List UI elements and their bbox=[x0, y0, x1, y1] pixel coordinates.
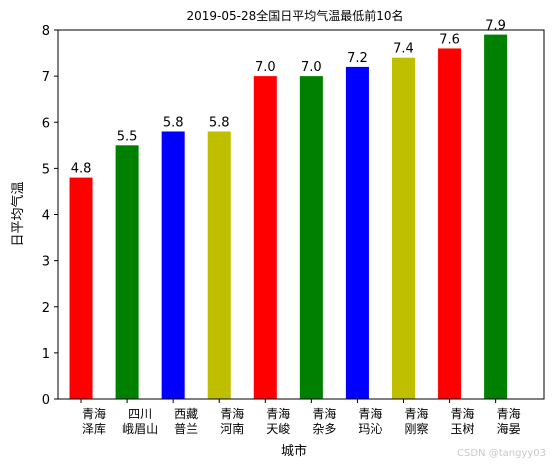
x-tick-label: 青海 bbox=[404, 406, 428, 421]
bar bbox=[438, 48, 462, 399]
x-tick-label: 玉树 bbox=[451, 421, 475, 436]
bar bbox=[161, 131, 185, 399]
bar bbox=[253, 76, 277, 399]
bar bbox=[207, 131, 231, 399]
x-tick-label: 青海 bbox=[358, 406, 382, 421]
bar-value-label: 7.0 bbox=[301, 60, 322, 75]
x-tick-label: 玛沁 bbox=[358, 422, 382, 436]
bar-value-label: 7.0 bbox=[255, 60, 276, 75]
bar-value-label: 5.8 bbox=[209, 115, 230, 130]
watermark: CSDN @tangyy03 bbox=[457, 448, 546, 459]
y-tick-label: 6 bbox=[42, 116, 50, 131]
y-tick-label: 1 bbox=[42, 347, 50, 362]
x-tick-label: 青海 bbox=[312, 406, 336, 421]
x-tick-label: 青海 bbox=[497, 406, 521, 421]
bars-group bbox=[69, 34, 508, 400]
x-tick-label: 天峻 bbox=[266, 421, 290, 436]
x-tick-label: 青海 bbox=[220, 406, 244, 421]
bar bbox=[391, 57, 416, 400]
x-tick-label: 刚察 bbox=[404, 422, 428, 436]
x-tick-label: 青海 bbox=[266, 406, 290, 421]
bar bbox=[484, 34, 508, 400]
x-tick-label: 河南 bbox=[220, 421, 244, 436]
y-tick-label: 0 bbox=[42, 393, 50, 408]
bar-value-label: 7.4 bbox=[393, 42, 414, 57]
bar-value-label: 4.8 bbox=[71, 162, 92, 177]
chart-title: 2019-05-28全国日平均气温最低前10名 bbox=[186, 8, 403, 23]
bar-value-label: 5.5 bbox=[117, 129, 138, 144]
y-tick-label: 4 bbox=[42, 209, 50, 224]
y-axis-ticks: 0 1 2 3 4 5 6 7 8 bbox=[42, 24, 58, 408]
y-tick-label: 7 bbox=[42, 70, 50, 85]
y-tick-label: 2 bbox=[42, 301, 50, 316]
y-tick-label: 5 bbox=[42, 162, 50, 177]
bar-value-label: 7.2 bbox=[347, 51, 368, 66]
bar-value-label: 7.6 bbox=[439, 32, 460, 47]
bar-value-label: 7.9 bbox=[485, 19, 506, 34]
x-tick-label: 杂多 bbox=[312, 422, 336, 436]
x-tick-label: 海晏 bbox=[497, 421, 521, 436]
x-tick-label: 四川 bbox=[128, 407, 152, 421]
x-tick-label: 西藏 bbox=[174, 407, 198, 421]
bar bbox=[115, 145, 139, 399]
bar-value-label: 5.8 bbox=[163, 115, 184, 130]
x-tick-label: 峨眉山 bbox=[122, 422, 158, 436]
bar bbox=[345, 66, 369, 400]
y-tick-label: 8 bbox=[42, 24, 50, 39]
x-axis-label: 城市 bbox=[281, 443, 307, 459]
bar bbox=[69, 177, 93, 399]
y-tick-label: 3 bbox=[42, 255, 50, 270]
x-axis-ticks: 青海泽库四川峨眉山西藏普兰青海河南青海天峻青海杂多青海玛沁青海刚察青海玉树青海海… bbox=[80, 399, 521, 436]
bar bbox=[299, 76, 323, 399]
x-tick-label: 青海 bbox=[82, 406, 106, 421]
plot-frame bbox=[57, 29, 545, 400]
x-tick-label: 普兰 bbox=[174, 422, 198, 436]
x-tick-label: 青海 bbox=[451, 406, 475, 421]
x-tick-label: 泽库 bbox=[82, 421, 106, 436]
y-axis-label: 日平均气温 bbox=[10, 181, 26, 246]
